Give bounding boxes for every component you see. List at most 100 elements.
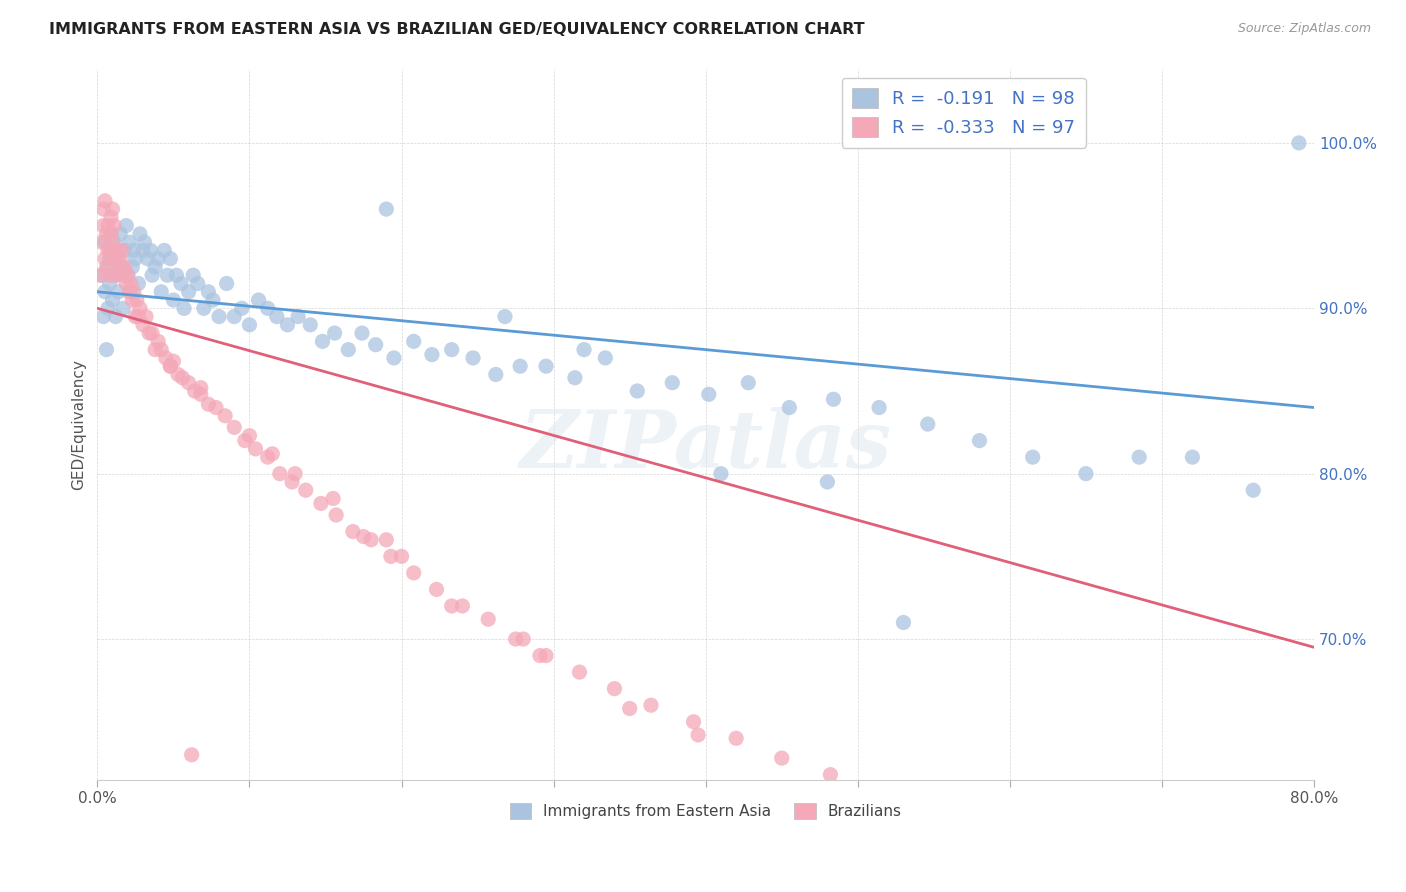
Point — [505, 632, 527, 646]
Point — [512, 632, 534, 646]
Point — [96, 227, 118, 241]
Point — [661, 376, 683, 390]
Point — [626, 384, 648, 398]
Point — [197, 285, 219, 299]
Point — [360, 533, 382, 547]
Point — [262, 447, 284, 461]
Point — [485, 368, 508, 382]
Point — [309, 496, 332, 510]
Point — [322, 491, 344, 506]
Point — [98, 244, 121, 258]
Point — [132, 318, 155, 332]
Point — [90, 235, 112, 249]
Point — [115, 277, 138, 291]
Point — [245, 442, 267, 456]
Point — [143, 343, 166, 357]
Point — [117, 268, 139, 283]
Point — [337, 343, 360, 357]
Point — [917, 417, 939, 431]
Point — [150, 343, 173, 357]
Point — [868, 401, 890, 415]
Point — [190, 381, 212, 395]
Point — [1022, 450, 1045, 464]
Point — [224, 420, 246, 434]
Point — [1128, 450, 1150, 464]
Point — [425, 582, 447, 597]
Point — [120, 277, 142, 291]
Point — [893, 615, 915, 630]
Point — [121, 260, 143, 274]
Point — [266, 310, 288, 324]
Point — [156, 268, 179, 283]
Point — [509, 359, 531, 374]
Point — [129, 301, 152, 316]
Point — [451, 599, 474, 613]
Point — [172, 370, 194, 384]
Point — [127, 277, 149, 291]
Point — [1074, 467, 1097, 481]
Point — [107, 260, 129, 274]
Point — [325, 508, 347, 522]
Point — [148, 252, 170, 266]
Point — [139, 244, 162, 258]
Point — [1241, 483, 1264, 498]
Point — [89, 268, 111, 283]
Point — [815, 475, 838, 489]
Point — [247, 293, 270, 307]
Point — [170, 277, 193, 291]
Point — [103, 219, 125, 233]
Point — [299, 318, 322, 332]
Point — [375, 202, 398, 216]
Point — [688, 728, 710, 742]
Point — [353, 529, 375, 543]
Point — [121, 293, 143, 307]
Point — [529, 648, 551, 663]
Point — [124, 310, 146, 324]
Point — [183, 384, 205, 398]
Point — [94, 194, 117, 208]
Point — [153, 244, 176, 258]
Point — [402, 566, 425, 580]
Point — [922, 814, 945, 828]
Point — [534, 359, 557, 374]
Point — [114, 244, 136, 258]
Point — [104, 244, 127, 258]
Point — [162, 293, 184, 307]
Point — [595, 351, 617, 365]
Point — [97, 260, 120, 274]
Point — [114, 260, 136, 274]
Point — [90, 268, 112, 283]
Point — [823, 392, 845, 407]
Point — [201, 293, 224, 307]
Point — [104, 268, 127, 283]
Point — [697, 387, 720, 401]
Point — [287, 310, 309, 324]
Point — [420, 348, 443, 362]
Point — [197, 397, 219, 411]
Text: IMMIGRANTS FROM EASTERN ASIA VS BRAZILIAN GED/EQUIVALENCY CORRELATION CHART: IMMIGRANTS FROM EASTERN ASIA VS BRAZILIA… — [49, 22, 865, 37]
Point — [132, 244, 155, 258]
Point — [208, 310, 231, 324]
Point — [100, 227, 122, 241]
Point — [98, 277, 121, 291]
Point — [238, 428, 260, 442]
Point — [193, 301, 215, 316]
Point — [100, 227, 122, 241]
Point — [682, 714, 704, 729]
Point — [118, 235, 141, 249]
Point — [778, 401, 800, 415]
Point — [294, 483, 316, 498]
Point — [104, 268, 127, 283]
Point — [1288, 136, 1310, 150]
Point — [214, 409, 236, 423]
Point — [224, 310, 246, 324]
Point — [93, 310, 115, 324]
Point — [205, 401, 228, 415]
Point — [111, 260, 134, 274]
Point — [564, 370, 586, 384]
Text: Source: ZipAtlas.com: Source: ZipAtlas.com — [1237, 22, 1371, 36]
Point — [737, 376, 759, 390]
Point — [159, 359, 181, 374]
Point — [94, 252, 117, 266]
Point — [770, 751, 793, 765]
